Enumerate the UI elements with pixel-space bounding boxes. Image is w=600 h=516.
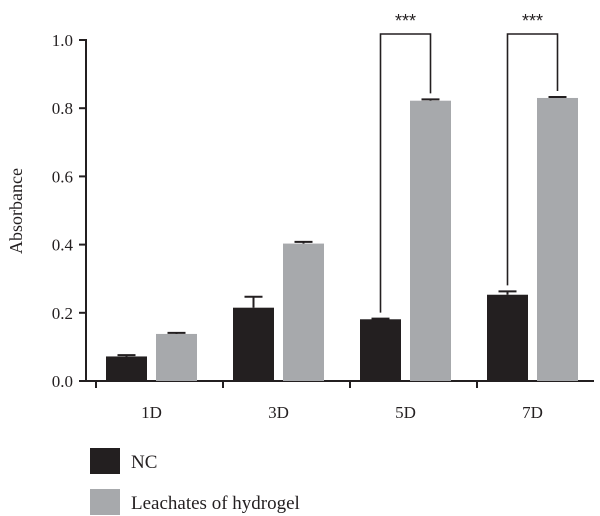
- y-tick-label: 0.4: [52, 236, 74, 255]
- legend-swatch-leachates: [90, 489, 120, 515]
- significance-label: ***: [522, 11, 543, 31]
- x-tick-label: 3D: [268, 403, 289, 422]
- bar-leachates-3d: [283, 243, 324, 381]
- y-tick-label: 1.0: [52, 31, 73, 50]
- significance-bracket: [379, 33, 432, 313]
- significance-bracket: [506, 33, 559, 286]
- bar-leachates-7d: [537, 97, 578, 381]
- bar-nc-1d: [106, 356, 147, 381]
- legend: NC Leachates of hydrogel: [90, 448, 300, 515]
- significance-label: ***: [395, 11, 416, 31]
- plot-area: 0.0 0.2 0.4 0.6 0.8 1.0 1D 3D 5D 7D *** ***: [52, 11, 594, 422]
- y-tick-label: 0.8: [52, 99, 73, 118]
- x-tick-label: 5D: [395, 403, 416, 422]
- y-tick-label: 0.6: [52, 167, 73, 186]
- bar-leachates-1d: [156, 333, 197, 381]
- bar-leachates-5d: [410, 100, 451, 381]
- legend-label: NC: [131, 452, 157, 473]
- bar-nc-5d: [360, 319, 401, 381]
- y-tick-label: 0.0: [52, 372, 73, 391]
- y-axis-title: Absorbance: [6, 168, 26, 254]
- x-tick-label: 1D: [141, 403, 162, 422]
- x-tick-label: 7D: [522, 403, 543, 422]
- legend-swatch-nc: [90, 448, 120, 474]
- bar-nc-3d: [233, 307, 274, 381]
- y-tick-label: 0.2: [52, 304, 73, 323]
- bar-nc-7d: [487, 294, 528, 381]
- legend-label: Leachates of hydrogel: [131, 493, 300, 514]
